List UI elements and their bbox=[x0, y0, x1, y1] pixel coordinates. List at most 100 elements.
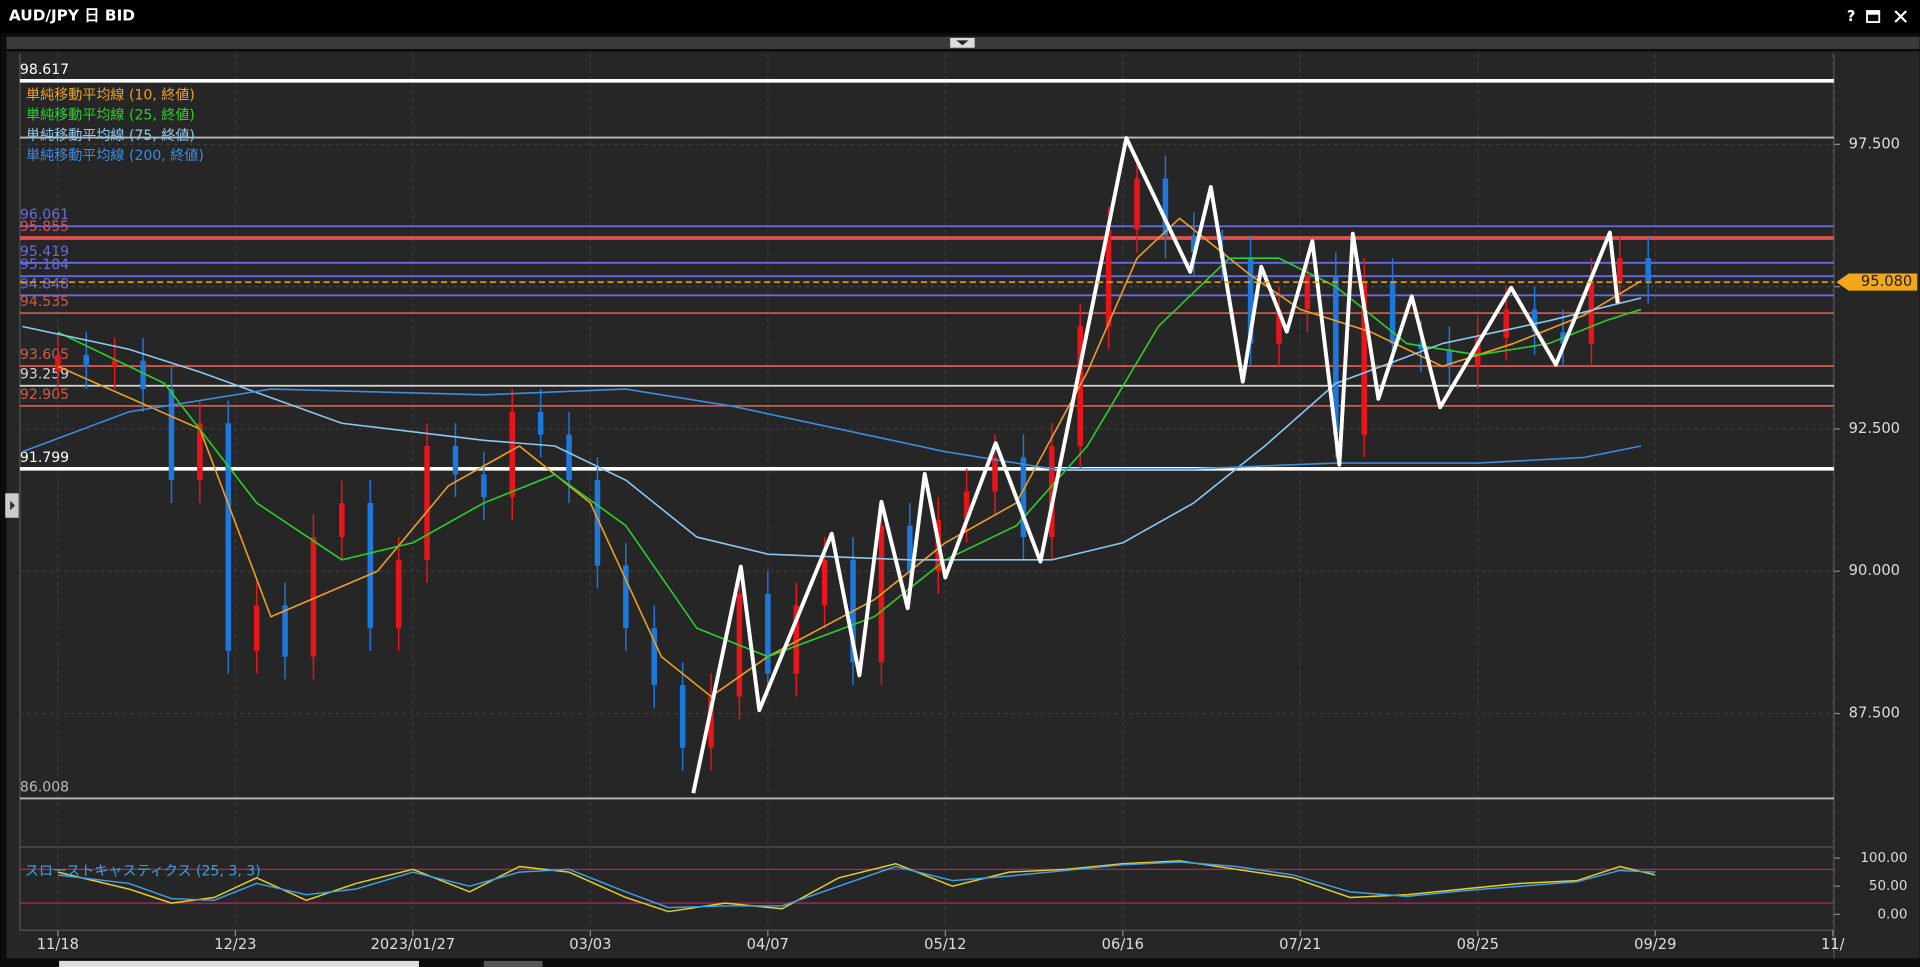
candle-body bbox=[1020, 457, 1027, 538]
x-tick-label: 2023/01/27 bbox=[371, 936, 456, 953]
help-button[interactable]: ? bbox=[1847, 8, 1856, 25]
legend-entry: 単純移動平均線 (200, 終値) bbox=[26, 148, 204, 164]
candle-body bbox=[1162, 178, 1169, 236]
moving-average bbox=[22, 388, 1642, 470]
candle-body bbox=[821, 559, 828, 606]
candle-body bbox=[1276, 309, 1282, 344]
x-tick-label: 11/18 bbox=[37, 936, 79, 953]
x-tick-label: 03/03 bbox=[569, 936, 611, 953]
candle-body bbox=[1531, 309, 1538, 333]
candle-body bbox=[1503, 309, 1509, 338]
level-label: 93.259 bbox=[20, 367, 69, 383]
candle-body bbox=[140, 360, 146, 390]
candle-body bbox=[963, 491, 970, 521]
candle-body bbox=[197, 423, 203, 481]
candle-body bbox=[452, 446, 459, 475]
x-tick-label: 05/12 bbox=[924, 936, 966, 953]
tab[interactable] bbox=[483, 960, 543, 967]
level-label: 96.061 bbox=[20, 207, 69, 223]
candle-body bbox=[765, 593, 771, 674]
level-label: 92.905 bbox=[20, 387, 69, 403]
stoch-title: スローストキャスティクス (25, 3, 3) bbox=[25, 864, 261, 880]
candle-body bbox=[1446, 349, 1453, 367]
level-label: 86.008 bbox=[20, 779, 69, 795]
x-tick-label: 11/ bbox=[1821, 936, 1845, 953]
candle-body bbox=[509, 411, 516, 498]
legend-entry: 単純移動平均線 (25, 終値) bbox=[26, 108, 195, 124]
last-price-box bbox=[1836, 273, 1918, 291]
stoch-line bbox=[57, 860, 1656, 913]
candle-body bbox=[55, 354, 61, 373]
candle-body bbox=[1247, 258, 1254, 344]
x-tick-label: 06/16 bbox=[1102, 936, 1144, 953]
candle-body bbox=[424, 446, 430, 560]
moving-average bbox=[22, 297, 1642, 561]
candle-body bbox=[679, 685, 686, 748]
x-tick-label: 07/21 bbox=[1279, 936, 1321, 953]
candle-body bbox=[481, 474, 487, 498]
candle-body bbox=[1389, 280, 1396, 344]
window-title: AUD/JPY 日 BID bbox=[9, 6, 135, 24]
candle-body bbox=[310, 537, 317, 657]
candle-body bbox=[111, 360, 118, 367]
y-tick-label: 100.00 bbox=[1860, 851, 1907, 866]
close-button[interactable] bbox=[1894, 10, 1907, 23]
candle-body bbox=[1049, 446, 1055, 538]
candle-body bbox=[168, 389, 175, 481]
chart-bg bbox=[6, 51, 1920, 959]
level-label: 94.848 bbox=[20, 276, 69, 292]
candle-body bbox=[651, 628, 657, 686]
candle-body bbox=[1588, 280, 1595, 344]
last-price-label: 95.080 bbox=[1861, 273, 1912, 290]
candle-body bbox=[992, 457, 998, 492]
level-label: 91.799 bbox=[20, 450, 69, 466]
candle-body bbox=[537, 411, 544, 435]
zigzag-line bbox=[691, 136, 1620, 794]
candle-body bbox=[1134, 178, 1140, 230]
candle-body bbox=[907, 525, 913, 572]
y-tick-label: 87.500 bbox=[1849, 705, 1900, 722]
candle-body bbox=[623, 565, 629, 629]
level-label: 95.419 bbox=[20, 244, 69, 260]
x-tick-label: 04/07 bbox=[747, 936, 789, 953]
dropdown-button[interactable] bbox=[950, 37, 975, 48]
candle-body bbox=[1105, 229, 1112, 327]
title-bar bbox=[0, 0, 1920, 34]
candle-body bbox=[282, 605, 288, 657]
stoch-line bbox=[57, 861, 1656, 909]
candle-body bbox=[1333, 275, 1339, 435]
candle-body bbox=[566, 434, 572, 481]
x-tick-label: 08/25 bbox=[1457, 936, 1499, 953]
candle-body bbox=[339, 502, 345, 538]
candle-body bbox=[1475, 337, 1481, 367]
candle-body bbox=[594, 480, 601, 566]
x-tick-label: 12/23 bbox=[214, 936, 256, 953]
y-tick-label: 90.000 bbox=[1849, 562, 1900, 579]
candle-body bbox=[225, 423, 232, 651]
candle-body bbox=[1304, 275, 1311, 310]
candle-body bbox=[1617, 258, 1623, 281]
side-tab[interactable] bbox=[5, 493, 19, 518]
tab[interactable] bbox=[59, 960, 419, 967]
maximize-button[interactable] bbox=[1866, 10, 1881, 23]
level-label: 95.184 bbox=[20, 257, 69, 273]
candle-body bbox=[367, 502, 374, 629]
level-label: 94.535 bbox=[20, 294, 69, 310]
candle-body bbox=[708, 696, 714, 748]
legend-entry: 単純移動平均線 (10, 終値) bbox=[26, 87, 195, 103]
candle-body bbox=[793, 605, 799, 674]
candle-body bbox=[83, 354, 90, 367]
y-tick-label: 50.00 bbox=[1869, 879, 1908, 894]
legend-entry: 単純移動平均線 (75, 終値) bbox=[26, 128, 195, 144]
candle-body bbox=[253, 605, 260, 651]
candle-body bbox=[1191, 235, 1197, 253]
y-tick-label: 0.00 bbox=[1877, 907, 1907, 922]
level-label: 95.855 bbox=[20, 219, 69, 235]
y-tick-label: 97.500 bbox=[1849, 135, 1900, 152]
level-label: 93.605 bbox=[20, 347, 69, 363]
candle-body bbox=[395, 559, 402, 629]
x-tick-label: 09/29 bbox=[1634, 936, 1676, 953]
candle-body bbox=[1361, 280, 1367, 435]
